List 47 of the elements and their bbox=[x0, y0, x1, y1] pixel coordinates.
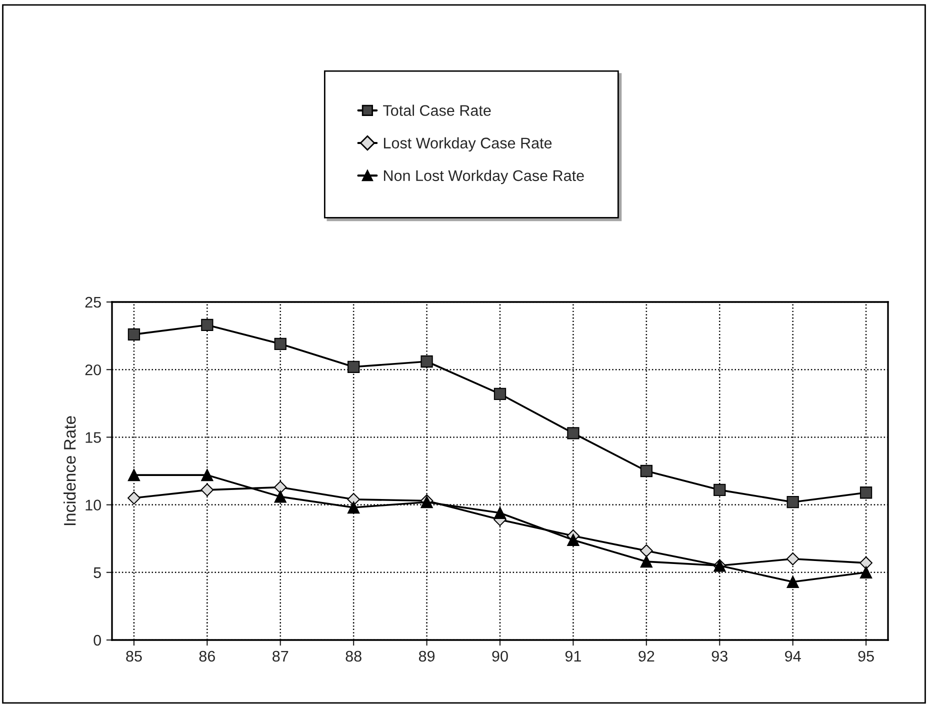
y-tick-label: 0 bbox=[94, 634, 101, 646]
x-tick-label: 94 bbox=[785, 650, 801, 662]
point bbox=[860, 556, 872, 570]
point bbox=[860, 486, 872, 499]
point bbox=[786, 576, 799, 588]
legend-label: Lost Workday Case Rate bbox=[384, 137, 552, 152]
point bbox=[201, 318, 214, 332]
x-tick-label: 87 bbox=[272, 650, 288, 662]
x-tick-label: 91 bbox=[565, 650, 581, 662]
point bbox=[348, 501, 360, 514]
point bbox=[567, 534, 580, 546]
point bbox=[640, 556, 652, 568]
point bbox=[786, 552, 800, 566]
y-tick-label: 10 bbox=[86, 500, 101, 510]
legend-label: Total Case Rate bbox=[383, 104, 491, 116]
point bbox=[494, 506, 506, 519]
point bbox=[128, 492, 140, 504]
x-tick-label: 92 bbox=[638, 650, 654, 662]
y-tick-label: 5 bbox=[94, 567, 101, 578]
point bbox=[786, 496, 799, 508]
point bbox=[714, 484, 726, 496]
y-tick-label: 15 bbox=[86, 432, 101, 443]
y-tick-label: 20 bbox=[85, 364, 101, 376]
point bbox=[128, 468, 140, 482]
legend-label: Non Lost Workday Case Rate bbox=[384, 170, 584, 184]
x-tick-label: 95 bbox=[858, 650, 874, 662]
point bbox=[860, 566, 872, 578]
x-tick-label: 89 bbox=[418, 650, 435, 662]
point bbox=[567, 427, 580, 440]
x-tick-label: 85 bbox=[126, 650, 142, 662]
point bbox=[201, 468, 214, 482]
x-tick-label: 86 bbox=[199, 650, 215, 662]
x-tick-label: 93 bbox=[712, 650, 728, 662]
point bbox=[494, 388, 506, 400]
point bbox=[640, 544, 653, 558]
x-tick-label: 90 bbox=[492, 650, 508, 662]
point bbox=[274, 480, 287, 494]
point bbox=[274, 338, 286, 350]
point bbox=[200, 484, 214, 496]
x-tick-label: 88 bbox=[346, 650, 362, 662]
point bbox=[274, 490, 286, 503]
y-tick-label: 25 bbox=[85, 296, 101, 308]
point bbox=[420, 355, 433, 368]
point bbox=[348, 360, 360, 373]
y-axis-title: Incidence Rate bbox=[64, 416, 76, 526]
point bbox=[128, 328, 140, 341]
point bbox=[640, 464, 652, 478]
